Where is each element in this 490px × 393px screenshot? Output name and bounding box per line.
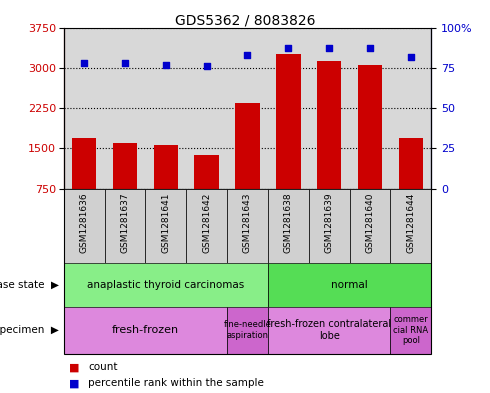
Bar xyxy=(227,307,268,354)
Bar xyxy=(64,263,268,307)
Bar xyxy=(235,103,260,229)
Text: normal: normal xyxy=(331,280,368,290)
Text: ■: ■ xyxy=(69,362,79,373)
Text: GSM1281641: GSM1281641 xyxy=(161,192,171,253)
Bar xyxy=(349,189,391,263)
Text: GSM1281644: GSM1281644 xyxy=(406,192,416,253)
Bar xyxy=(72,138,97,229)
Text: GSM1281643: GSM1281643 xyxy=(243,192,252,253)
Bar xyxy=(398,138,423,229)
Bar xyxy=(317,61,342,229)
Bar xyxy=(146,189,186,263)
Text: GSM1281636: GSM1281636 xyxy=(79,192,89,253)
Text: GDS5362 / 8083826: GDS5362 / 8083826 xyxy=(175,14,315,28)
Text: fresh-frozen contralateral
lobe: fresh-frozen contralateral lobe xyxy=(267,320,391,341)
Bar xyxy=(391,189,431,263)
Bar xyxy=(268,307,391,354)
Bar xyxy=(268,263,431,307)
Bar xyxy=(276,54,300,229)
Point xyxy=(407,53,415,60)
Bar xyxy=(227,189,268,263)
Text: fresh-frozen: fresh-frozen xyxy=(112,325,179,335)
Point xyxy=(121,60,129,66)
Text: percentile rank within the sample: percentile rank within the sample xyxy=(88,378,264,388)
Bar xyxy=(268,189,309,263)
Point xyxy=(162,61,170,68)
Text: GSM1281639: GSM1281639 xyxy=(324,192,334,253)
Text: GSM1281637: GSM1281637 xyxy=(121,192,129,253)
Text: disease state  ▶: disease state ▶ xyxy=(0,280,59,290)
Text: GSM1281640: GSM1281640 xyxy=(366,192,374,253)
Bar xyxy=(309,189,349,263)
Text: ■: ■ xyxy=(69,378,79,388)
Text: count: count xyxy=(88,362,118,373)
Point xyxy=(244,52,251,58)
Bar xyxy=(64,189,104,263)
Point xyxy=(203,63,211,69)
Bar xyxy=(358,65,382,229)
Text: GSM1281638: GSM1281638 xyxy=(284,192,293,253)
Text: anaplastic thyroid carcinomas: anaplastic thyroid carcinomas xyxy=(87,280,245,290)
Bar xyxy=(64,307,227,354)
Text: GSM1281642: GSM1281642 xyxy=(202,192,211,253)
Point xyxy=(366,45,374,51)
Point xyxy=(284,45,292,51)
Point xyxy=(80,60,88,66)
Text: commer
cial RNA
pool: commer cial RNA pool xyxy=(393,315,428,345)
Bar xyxy=(153,145,178,229)
Bar xyxy=(195,155,219,229)
Bar xyxy=(391,307,431,354)
Bar xyxy=(186,189,227,263)
Text: fine-needle
aspiration: fine-needle aspiration xyxy=(223,320,271,340)
Point xyxy=(325,45,333,51)
Bar xyxy=(113,143,137,229)
Bar xyxy=(104,189,146,263)
Text: specimen  ▶: specimen ▶ xyxy=(0,325,59,335)
